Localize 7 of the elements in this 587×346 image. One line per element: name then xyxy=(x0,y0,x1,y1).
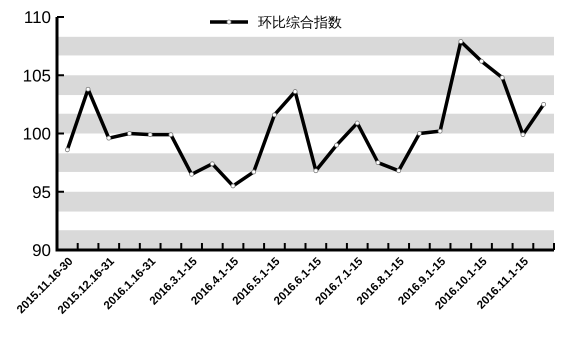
y-tick-label: 90 xyxy=(32,241,51,260)
y-tick-label: 110 xyxy=(24,8,51,27)
y-tick-label: 105 xyxy=(22,66,51,86)
y-tick-label: 95 xyxy=(32,182,51,202)
line-series xyxy=(64,39,546,188)
legend-label: 环比综合指数 xyxy=(258,14,342,30)
y-tick-label: 100 xyxy=(22,124,51,144)
